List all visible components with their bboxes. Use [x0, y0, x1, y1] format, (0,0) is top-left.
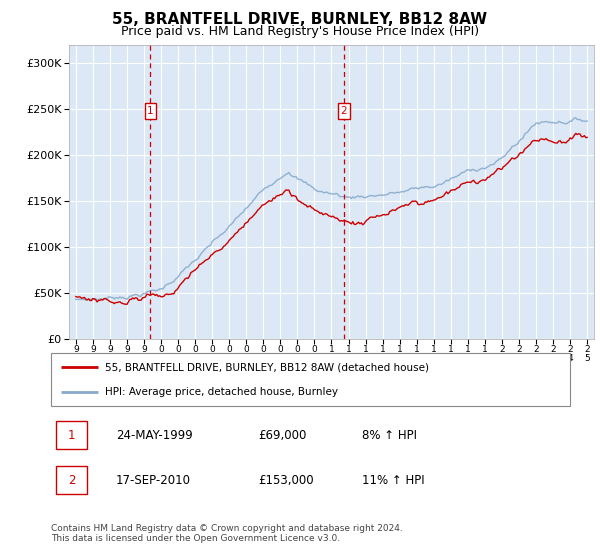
FancyBboxPatch shape [51, 353, 570, 406]
FancyBboxPatch shape [56, 421, 88, 449]
Text: £69,000: £69,000 [259, 429, 307, 442]
Text: 8% ↑ HPI: 8% ↑ HPI [362, 429, 418, 442]
Text: 17-SEP-2010: 17-SEP-2010 [116, 474, 191, 487]
Text: 1: 1 [147, 106, 154, 116]
Text: Price paid vs. HM Land Registry's House Price Index (HPI): Price paid vs. HM Land Registry's House … [121, 25, 479, 38]
Text: 11% ↑ HPI: 11% ↑ HPI [362, 474, 425, 487]
Text: 1: 1 [68, 429, 76, 442]
Text: HPI: Average price, detached house, Burnley: HPI: Average price, detached house, Burn… [106, 386, 338, 396]
Text: Contains HM Land Registry data © Crown copyright and database right 2024.
This d: Contains HM Land Registry data © Crown c… [51, 524, 403, 543]
FancyBboxPatch shape [56, 466, 88, 494]
Text: £153,000: £153,000 [259, 474, 314, 487]
Text: 2: 2 [340, 106, 347, 116]
Text: 2: 2 [68, 474, 76, 487]
Text: 55, BRANTFELL DRIVE, BURNLEY, BB12 8AW (detached house): 55, BRANTFELL DRIVE, BURNLEY, BB12 8AW (… [106, 362, 430, 372]
Text: 24-MAY-1999: 24-MAY-1999 [116, 429, 193, 442]
Text: 55, BRANTFELL DRIVE, BURNLEY, BB12 8AW: 55, BRANTFELL DRIVE, BURNLEY, BB12 8AW [112, 12, 488, 27]
